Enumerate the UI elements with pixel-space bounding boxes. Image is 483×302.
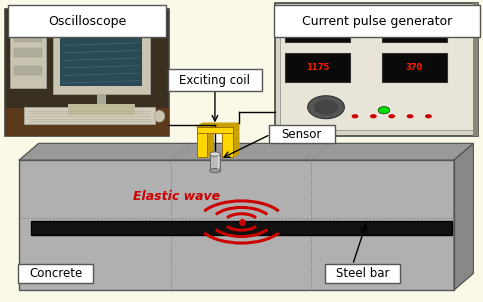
FancyBboxPatch shape bbox=[222, 127, 233, 157]
Circle shape bbox=[370, 114, 377, 118]
FancyBboxPatch shape bbox=[280, 9, 473, 130]
Circle shape bbox=[378, 107, 390, 114]
Ellipse shape bbox=[210, 169, 220, 173]
FancyBboxPatch shape bbox=[18, 264, 93, 283]
FancyBboxPatch shape bbox=[382, 14, 447, 42]
FancyBboxPatch shape bbox=[14, 66, 42, 76]
FancyBboxPatch shape bbox=[60, 38, 142, 86]
Text: 998: 998 bbox=[406, 24, 423, 32]
Circle shape bbox=[388, 114, 395, 118]
Circle shape bbox=[352, 114, 358, 118]
FancyBboxPatch shape bbox=[197, 127, 233, 133]
FancyBboxPatch shape bbox=[19, 160, 454, 290]
FancyBboxPatch shape bbox=[325, 264, 400, 283]
FancyBboxPatch shape bbox=[5, 108, 169, 136]
FancyBboxPatch shape bbox=[473, 3, 478, 136]
Circle shape bbox=[308, 96, 344, 119]
FancyBboxPatch shape bbox=[10, 21, 46, 88]
Text: 1158: 1158 bbox=[306, 24, 329, 32]
Text: 370: 370 bbox=[406, 63, 423, 72]
Text: Current pulse generator: Current pulse generator bbox=[301, 14, 452, 28]
FancyBboxPatch shape bbox=[24, 107, 155, 124]
FancyBboxPatch shape bbox=[269, 125, 335, 143]
Polygon shape bbox=[208, 123, 213, 157]
FancyBboxPatch shape bbox=[197, 127, 208, 157]
Text: 1175: 1175 bbox=[306, 63, 329, 72]
Circle shape bbox=[314, 100, 338, 115]
FancyBboxPatch shape bbox=[97, 94, 106, 106]
FancyBboxPatch shape bbox=[68, 104, 135, 115]
FancyBboxPatch shape bbox=[285, 53, 350, 82]
Text: Exciting coil: Exciting coil bbox=[180, 73, 250, 87]
FancyBboxPatch shape bbox=[382, 53, 447, 82]
Ellipse shape bbox=[210, 152, 220, 156]
FancyBboxPatch shape bbox=[138, 31, 146, 36]
FancyBboxPatch shape bbox=[14, 33, 42, 42]
Text: Oscilloscope: Oscilloscope bbox=[48, 14, 126, 28]
Text: Sensor: Sensor bbox=[282, 128, 322, 141]
FancyBboxPatch shape bbox=[285, 14, 350, 42]
FancyBboxPatch shape bbox=[14, 48, 42, 57]
FancyBboxPatch shape bbox=[168, 69, 262, 91]
FancyBboxPatch shape bbox=[274, 5, 480, 37]
Polygon shape bbox=[454, 143, 473, 290]
FancyBboxPatch shape bbox=[5, 9, 169, 136]
FancyBboxPatch shape bbox=[53, 27, 150, 94]
FancyBboxPatch shape bbox=[210, 154, 220, 171]
FancyBboxPatch shape bbox=[31, 221, 452, 235]
FancyBboxPatch shape bbox=[8, 5, 166, 37]
Circle shape bbox=[425, 114, 432, 118]
Text: Elastic wave: Elastic wave bbox=[133, 190, 220, 203]
Polygon shape bbox=[233, 123, 239, 157]
Text: Concrete: Concrete bbox=[29, 267, 82, 280]
FancyBboxPatch shape bbox=[275, 3, 478, 136]
Circle shape bbox=[407, 114, 413, 118]
Polygon shape bbox=[197, 123, 239, 127]
Ellipse shape bbox=[154, 111, 165, 122]
Polygon shape bbox=[19, 143, 473, 160]
Text: Steel bar: Steel bar bbox=[336, 267, 389, 280]
